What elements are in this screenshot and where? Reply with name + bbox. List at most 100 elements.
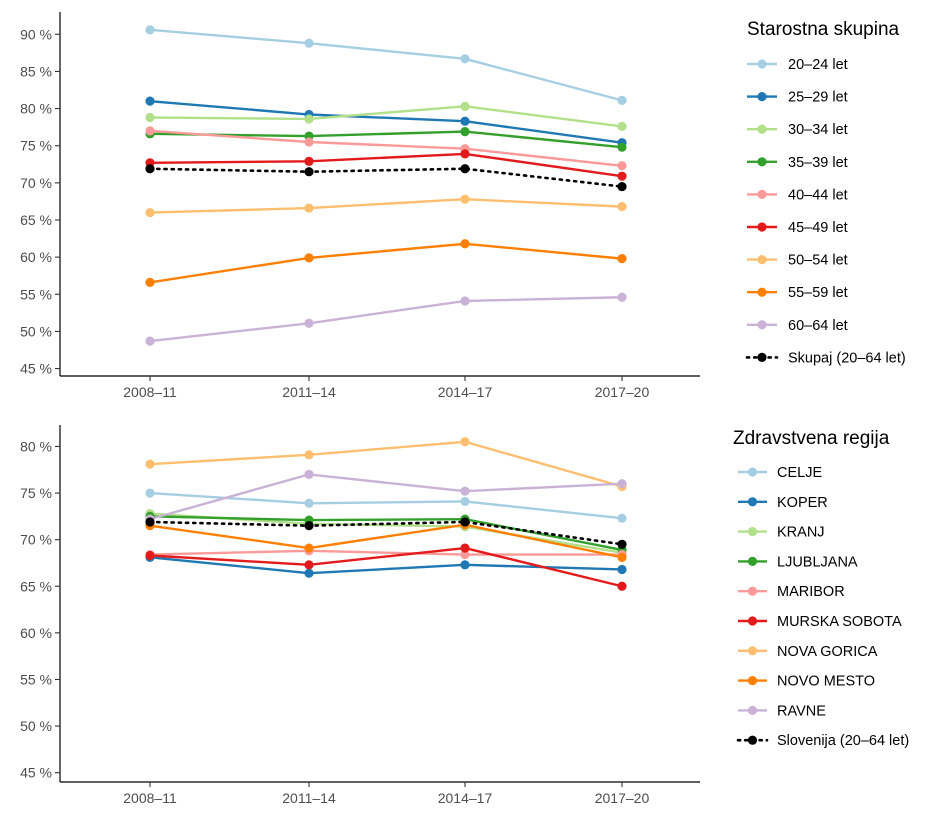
- legend-label: Skupaj (20–64 let): [788, 350, 906, 366]
- data-point-0: [145, 25, 155, 35]
- data-point-6: [304, 203, 314, 213]
- data-point-8: [460, 486, 470, 496]
- legend-key-marker: [747, 497, 758, 507]
- series-line-8: [149, 473, 623, 521]
- data-point-8: [304, 318, 314, 328]
- x-tick-label: 2008–11: [123, 790, 177, 806]
- legend-key-marker: [747, 467, 758, 477]
- series-line-3: [149, 515, 623, 552]
- legend-label: MURSKA SOBOTA: [777, 614, 902, 630]
- data-point-7: [617, 254, 627, 264]
- data-point-5: [617, 171, 627, 181]
- legend-label: KOPER: [777, 495, 828, 511]
- legend-key-marker: [747, 616, 758, 626]
- data-point-4: [145, 126, 155, 136]
- legend-key-marker: [747, 705, 758, 716]
- y-tick-label: 50 %: [20, 323, 52, 339]
- y-tick-label: 55 %: [20, 671, 52, 687]
- data-point-1: [617, 564, 627, 575]
- y-tick-label: 65 %: [20, 578, 52, 594]
- legend-key-marker: [757, 59, 767, 69]
- legend-key-marker: [747, 527, 758, 537]
- legend-label: LJUBLJANA: [777, 554, 858, 570]
- data-point-6: [145, 207, 155, 218]
- data-point-9: [460, 517, 470, 527]
- data-point-2: [145, 112, 155, 123]
- data-point-1: [145, 96, 155, 106]
- legend-label: 35–39 let: [788, 155, 848, 171]
- data-point-5: [145, 550, 155, 561]
- legend-label: 20–24 let: [788, 57, 848, 73]
- data-point-4: [304, 137, 314, 147]
- y-tick-label: 85 %: [20, 63, 52, 79]
- legend-key-marker: [747, 676, 758, 686]
- legend-label: 30–34 let: [788, 122, 848, 138]
- legend-key-marker: [757, 255, 767, 265]
- y-tick-label: 80 %: [20, 438, 52, 454]
- data-point-8: [617, 479, 627, 489]
- series-line-9: [148, 520, 624, 546]
- data-point-7: [460, 239, 470, 249]
- data-point-0: [304, 498, 314, 508]
- x-tick-label: 2011–14: [282, 384, 336, 400]
- y-tick-label: 45 %: [20, 361, 52, 377]
- data-point-3: [460, 127, 470, 137]
- data-point-9: [145, 164, 155, 174]
- y-tick-label: 90 %: [20, 26, 52, 42]
- data-point-6: [460, 437, 470, 447]
- legend-title: Zdravstvena regija: [733, 428, 890, 449]
- legend-title: Starostna skupina: [747, 19, 900, 40]
- data-point-0: [304, 38, 314, 48]
- data-point-0: [617, 513, 627, 523]
- legend-key-marker: [757, 287, 767, 297]
- y-tick-label: 70 %: [20, 532, 52, 548]
- legend-key-marker: [747, 735, 758, 745]
- series-line-7: [149, 242, 623, 284]
- series-line-9: [148, 167, 624, 188]
- x-tick-label: 2014–17: [438, 384, 493, 400]
- data-point-5: [617, 581, 627, 591]
- data-point-8: [617, 292, 627, 302]
- data-point-8: [460, 296, 470, 306]
- data-point-4: [460, 549, 470, 560]
- data-point-9: [304, 167, 314, 177]
- series-line-4: [149, 129, 623, 167]
- series-line-2: [149, 105, 623, 128]
- data-point-5: [460, 149, 470, 159]
- data-point-8: [304, 469, 314, 479]
- legend-label: 25–29 let: [788, 90, 848, 106]
- data-point-9: [145, 517, 155, 527]
- series-line-6: [149, 197, 623, 214]
- data-point-0: [460, 496, 470, 507]
- legend-label: 50–54 let: [788, 253, 848, 269]
- data-point-1: [460, 116, 470, 126]
- legend-label: MARIBOR: [777, 584, 845, 600]
- legend-label: KRANJ: [777, 525, 825, 541]
- data-point-2: [304, 114, 314, 124]
- legend-key-marker: [747, 556, 758, 567]
- legend-key-marker: [747, 586, 758, 596]
- data-point-0: [145, 488, 155, 498]
- legend-key-marker: [757, 189, 767, 199]
- series-line-6: [149, 440, 623, 488]
- legend-label: 60–64 let: [788, 318, 848, 334]
- data-point-7: [617, 552, 627, 562]
- y-tick-label: 50 %: [20, 718, 52, 734]
- data-point-1: [304, 568, 314, 578]
- data-point-6: [304, 450, 314, 460]
- series-line-5: [149, 152, 623, 178]
- series-line-0: [149, 491, 623, 520]
- data-point-3: [617, 142, 627, 152]
- series-line-4: [149, 549, 622, 556]
- series-line-8: [149, 296, 623, 343]
- legend-label: 45–49 let: [788, 220, 848, 236]
- y-tick-label: 55 %: [20, 286, 52, 302]
- data-point-2: [617, 121, 627, 131]
- data-point-8: [145, 336, 155, 346]
- legend-key-marker: [757, 222, 767, 232]
- series-line-0: [149, 28, 623, 102]
- y-tick-label: 60 %: [20, 625, 52, 641]
- data-point-7: [304, 253, 314, 263]
